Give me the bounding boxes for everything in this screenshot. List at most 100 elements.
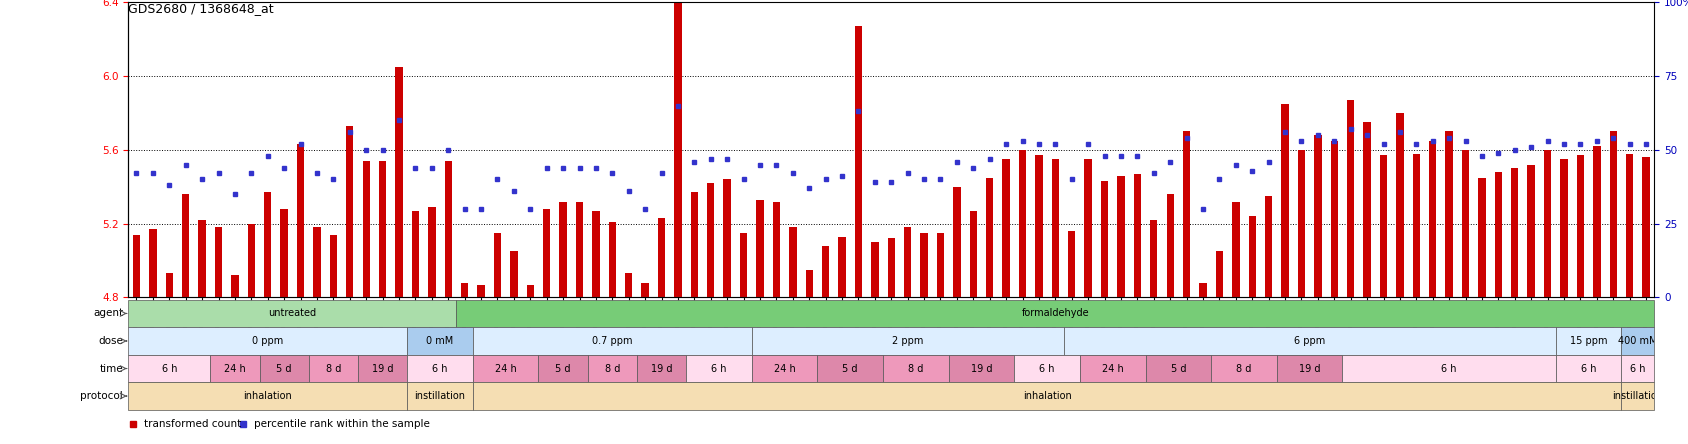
Bar xyxy=(346,126,353,297)
Bar xyxy=(954,187,960,297)
Bar xyxy=(407,355,473,382)
Bar xyxy=(839,237,846,297)
Bar xyxy=(1035,155,1043,297)
Bar xyxy=(182,194,189,297)
Bar xyxy=(495,233,501,297)
Text: 5 d: 5 d xyxy=(555,364,571,373)
Text: 19 d: 19 d xyxy=(371,364,393,373)
Bar xyxy=(544,209,550,297)
Bar xyxy=(1622,327,1654,355)
Bar xyxy=(1545,150,1551,297)
Bar xyxy=(1494,172,1502,297)
Bar xyxy=(1528,165,1534,297)
Bar xyxy=(937,233,944,297)
Text: 24 h: 24 h xyxy=(773,364,795,373)
Text: 5 d: 5 d xyxy=(842,364,858,373)
Bar xyxy=(1626,154,1634,297)
Bar xyxy=(444,161,452,297)
Bar xyxy=(1232,202,1239,297)
Bar xyxy=(1622,355,1654,382)
Text: 8 d: 8 d xyxy=(1236,364,1252,373)
Text: 19 d: 19 d xyxy=(652,364,672,373)
Text: 6 h: 6 h xyxy=(432,364,447,373)
Bar xyxy=(461,283,468,297)
Bar xyxy=(592,211,599,297)
Text: 6 ppm: 6 ppm xyxy=(1295,336,1325,346)
Bar xyxy=(641,283,648,297)
Text: instillation: instillation xyxy=(415,391,466,401)
Bar xyxy=(559,202,567,297)
Bar xyxy=(1003,159,1009,297)
Bar xyxy=(1479,178,1485,297)
Bar xyxy=(1511,168,1519,297)
Text: 19 d: 19 d xyxy=(1300,364,1320,373)
Text: 0 mM: 0 mM xyxy=(427,336,454,346)
Bar xyxy=(128,355,211,382)
Bar xyxy=(1462,150,1469,297)
Bar xyxy=(309,355,358,382)
Bar xyxy=(969,211,977,297)
Text: 19 d: 19 d xyxy=(971,364,993,373)
Bar xyxy=(1347,100,1354,297)
Bar xyxy=(576,202,582,297)
Bar xyxy=(1556,355,1622,382)
Bar xyxy=(1150,220,1158,297)
Bar xyxy=(888,238,895,297)
Bar xyxy=(1593,146,1600,297)
Bar xyxy=(363,161,370,297)
Bar xyxy=(128,382,407,410)
Bar xyxy=(822,246,829,297)
Text: inhalation: inhalation xyxy=(1023,391,1072,401)
Text: 6 h: 6 h xyxy=(1040,364,1055,373)
Bar xyxy=(378,161,387,297)
Text: 6 h: 6 h xyxy=(711,364,728,373)
Bar xyxy=(165,274,172,297)
Bar xyxy=(128,300,456,327)
Text: 2 ppm: 2 ppm xyxy=(891,336,923,346)
Bar xyxy=(1166,194,1173,297)
Bar xyxy=(739,233,748,297)
Bar xyxy=(1610,131,1617,297)
Text: 24 h: 24 h xyxy=(1102,364,1124,373)
Bar xyxy=(358,355,407,382)
Bar xyxy=(1315,135,1322,297)
Bar xyxy=(1014,355,1080,382)
Bar xyxy=(609,222,616,297)
Text: 24 h: 24 h xyxy=(225,364,246,373)
Text: 5 d: 5 d xyxy=(277,364,292,373)
Bar xyxy=(133,235,140,297)
Bar xyxy=(260,355,309,382)
Bar xyxy=(1556,327,1622,355)
Bar xyxy=(986,178,994,297)
Bar xyxy=(1298,150,1305,297)
Bar xyxy=(883,355,949,382)
Bar xyxy=(1330,141,1339,297)
Bar xyxy=(510,251,518,297)
Bar xyxy=(407,382,473,410)
Bar xyxy=(214,227,223,297)
Text: 8 d: 8 d xyxy=(604,364,619,373)
Text: 8 d: 8 d xyxy=(908,364,923,373)
Text: 15 ppm: 15 ppm xyxy=(1570,336,1607,346)
Text: percentile rank within the sample: percentile rank within the sample xyxy=(255,420,430,429)
Bar xyxy=(473,327,751,355)
Bar xyxy=(1577,155,1583,297)
Bar xyxy=(1364,122,1371,297)
Bar xyxy=(1212,355,1276,382)
Bar xyxy=(905,227,912,297)
Bar xyxy=(1642,157,1649,297)
Text: 5 d: 5 d xyxy=(1171,364,1187,373)
Bar xyxy=(854,26,863,297)
Bar xyxy=(280,209,289,297)
Bar xyxy=(329,235,338,297)
Bar xyxy=(128,327,407,355)
Bar xyxy=(149,229,157,297)
Text: time: time xyxy=(100,364,123,373)
Bar xyxy=(949,355,1014,382)
Text: 0 ppm: 0 ppm xyxy=(252,336,284,346)
Bar xyxy=(636,355,685,382)
Bar xyxy=(625,274,633,297)
Text: 6 h: 6 h xyxy=(1631,364,1646,373)
Bar xyxy=(297,144,304,297)
Bar xyxy=(1276,355,1342,382)
